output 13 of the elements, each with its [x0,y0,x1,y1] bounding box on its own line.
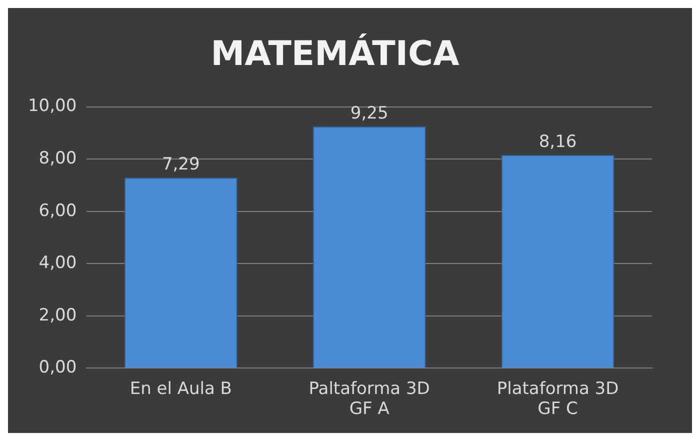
x-tick-label: En el Aula B [130,378,232,399]
chart-title: MATEMÁTICA [210,33,460,74]
data-label: 9,25 [350,103,388,124]
data-label: 7,29 [162,154,200,175]
y-tick-label: 2,00 [38,305,77,326]
y-tick-label: 10,00 [28,96,77,116]
y-tick-label: 6,00 [38,200,77,221]
y-tick-label: 4,00 [38,253,77,274]
y-tick-label: 0,00 [38,358,77,378]
x-tick-label: Plataforma 3D GF C [496,378,619,420]
data-label: 8,16 [538,132,577,152]
x-tick-label: Paltaforma 3D GF A [308,378,430,420]
y-tick-label: 8,00 [38,148,77,168]
